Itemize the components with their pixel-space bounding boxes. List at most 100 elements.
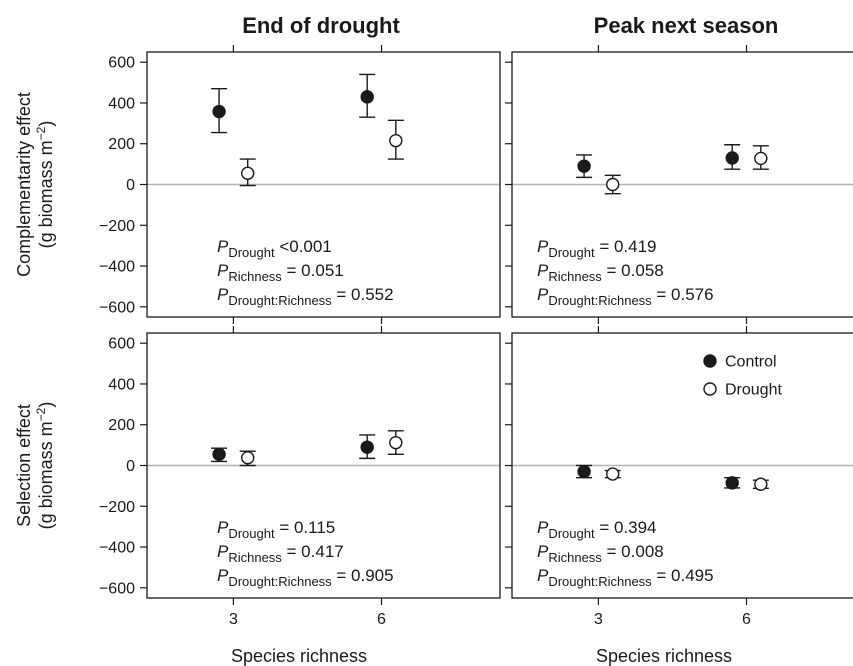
- y-tick-label: −600: [99, 299, 135, 316]
- p-value-annotation: PDrought <0.001: [217, 237, 332, 260]
- x-axis-labels: Species richness Species richness: [231, 646, 732, 666]
- p-value-annotation: PRichness = 0.051: [217, 261, 344, 284]
- p-subscript: Richness: [228, 269, 282, 284]
- y-tick-label: −400: [99, 540, 135, 557]
- p-symbol: P: [537, 518, 549, 537]
- x-axis-label: Species richness: [596, 646, 732, 666]
- p-value: = 0.058: [602, 261, 664, 280]
- y-axis-label: Selection effect: [14, 404, 34, 527]
- legend-control-marker: [703, 354, 717, 368]
- y-tick-label: 200: [108, 417, 135, 434]
- y-tick-label: 600: [108, 55, 135, 72]
- p-value-annotation: PDrought:Richness = 0.905: [217, 566, 394, 589]
- p-value: = 0.417: [282, 542, 344, 561]
- p-subscript: Richness: [548, 269, 602, 284]
- y-tick-label: −600: [99, 580, 135, 597]
- drought-point: [606, 467, 620, 481]
- y-label-units-close: ): [36, 402, 56, 408]
- row-y-labels: Complementarity effect (g biomass m−2)Sel…: [14, 92, 56, 529]
- p-subscript: Drought: [228, 526, 275, 541]
- p-value-annotation: PRichness = 0.417: [217, 542, 344, 565]
- drought-point: [389, 133, 403, 148]
- p-symbol: P: [537, 566, 549, 585]
- p-symbol: P: [537, 285, 549, 304]
- p-value: = 0.905: [332, 566, 394, 585]
- legend-label: Drought: [725, 382, 782, 399]
- p-subscript: Drought: [548, 245, 595, 260]
- legend-label: Control: [725, 354, 777, 371]
- p-value: = 0.051: [282, 261, 344, 280]
- p-value: = 0.115: [275, 518, 336, 537]
- y-label-units-superscript: −2: [34, 407, 48, 421]
- control-point: [577, 464, 591, 479]
- p-symbol: P: [217, 261, 229, 280]
- y-tick-label: −200: [99, 499, 135, 516]
- p-symbol: P: [217, 285, 229, 304]
- p-value-annotation: PDrought:Richness = 0.552: [217, 285, 394, 308]
- y-tick-label: 0: [126, 177, 135, 194]
- p-symbol: P: [537, 237, 549, 256]
- p-value-annotation: PDrought = 0.419: [537, 237, 657, 260]
- p-value-annotation: PDrought:Richness = 0.495: [537, 566, 714, 589]
- y-label-units-text: (g biomass m: [36, 421, 56, 529]
- x-tick-label: 6: [742, 611, 751, 628]
- control-point: [577, 159, 591, 173]
- p-subscript: Drought: [548, 526, 595, 541]
- y-label-units-close: ): [36, 121, 56, 127]
- p-value-annotation: PDrought = 0.394: [537, 518, 657, 541]
- x-tick-label: 3: [229, 611, 238, 628]
- drought-point: [754, 477, 768, 491]
- control-point: [725, 151, 739, 165]
- y-tick-label: 400: [108, 95, 135, 112]
- p-symbol: P: [217, 237, 229, 256]
- p-subscript: Richness: [228, 550, 282, 565]
- p-value: = 0.394: [595, 518, 657, 537]
- p-value-annotation: PDrought:Richness = 0.576: [537, 285, 714, 308]
- p-symbol: P: [217, 566, 229, 585]
- p-value-annotation: PRichness = 0.058: [537, 261, 664, 284]
- drought-point: [389, 435, 403, 450]
- y-axis-label-units: (g biomass m−2): [34, 402, 56, 530]
- x-axis-label: Species richness: [231, 646, 367, 666]
- p-value-annotation: PDrought = 0.115: [217, 518, 335, 541]
- y-tick-label: −400: [99, 259, 135, 276]
- drought-point: [241, 451, 255, 465]
- x-tick-label: 3: [594, 611, 603, 628]
- y-label-units-superscript: −2: [34, 126, 48, 140]
- p-value: = 0.576: [652, 285, 714, 304]
- p-symbol: P: [217, 518, 229, 537]
- y-tick-label: 0: [126, 458, 135, 475]
- p-subscript: Drought:Richness: [548, 574, 652, 589]
- p-subscript: Drought:Richness: [548, 293, 652, 308]
- column-titles: End of drought Peak next season: [242, 13, 778, 38]
- legend-drought-marker: [703, 382, 717, 396]
- column-title: End of drought: [242, 13, 400, 38]
- y-tick-label: 400: [108, 376, 135, 393]
- p-value: = 0.419: [595, 237, 657, 256]
- column-title: Peak next season: [594, 13, 779, 38]
- control-point: [212, 447, 226, 461]
- p-symbol: P: [217, 542, 229, 561]
- y-tick-label: −200: [99, 218, 135, 235]
- p-symbol: P: [537, 261, 549, 280]
- p-value-annotation: PRichness = 0.008: [537, 542, 664, 565]
- p-value: = 0.495: [652, 566, 714, 585]
- control-point: [360, 440, 374, 454]
- p-subscript: Drought:Richness: [228, 293, 332, 308]
- y-label-units-text: (g biomass m: [36, 140, 56, 248]
- drought-point: [754, 151, 768, 166]
- y-tick-label: 200: [108, 136, 135, 153]
- p-symbol: P: [537, 542, 549, 561]
- y-tick-label: 600: [108, 336, 135, 353]
- control-point: [725, 476, 739, 490]
- control-point: [360, 90, 374, 104]
- p-value: <0.001: [275, 237, 332, 256]
- p-value: = 0.008: [602, 542, 664, 561]
- drought-point: [241, 166, 255, 180]
- p-value: = 0.552: [332, 285, 394, 304]
